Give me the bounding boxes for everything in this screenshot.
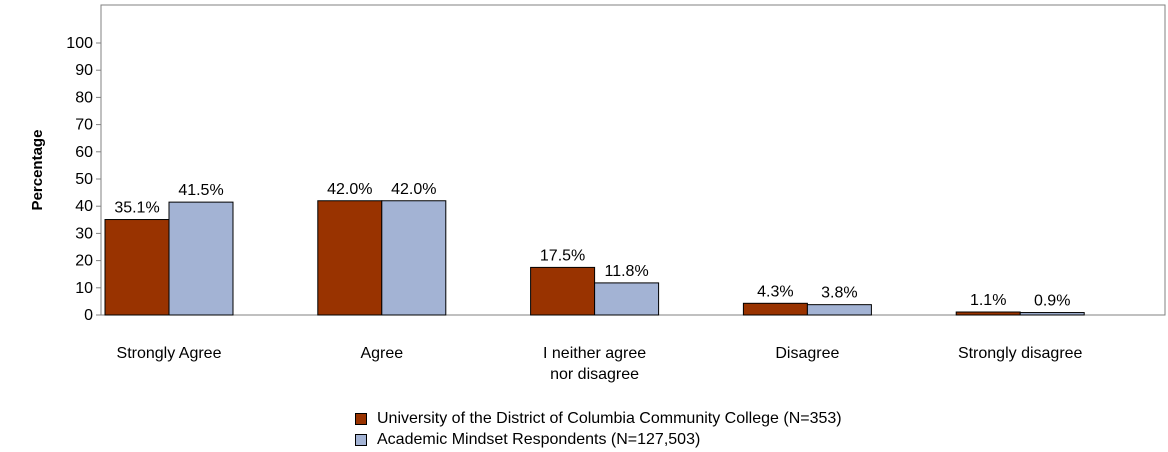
y-axis-label: Percentage — [29, 130, 46, 211]
legend: University of the District of Columbia C… — [355, 408, 842, 450]
y-tick-label: 70 — [75, 117, 93, 134]
data-label: 3.8% — [821, 285, 857, 302]
y-tick-label: 60 — [75, 144, 93, 161]
bar-series-1 — [317, 200, 383, 316]
data-label: 0.9% — [1034, 293, 1070, 310]
data-label: 1.1% — [970, 292, 1006, 309]
category-label: Agree — [360, 345, 403, 362]
y-tick-label: 50 — [75, 171, 93, 188]
legend-swatch-series-2 — [355, 433, 367, 446]
y-tick-label: 100 — [66, 35, 93, 52]
legend-label-series-1: University of the District of Columbia C… — [377, 409, 842, 427]
legend-swatch-series-1 — [355, 412, 367, 425]
category-label: I neither agree — [543, 345, 646, 362]
y-tick-label: 10 — [75, 280, 93, 297]
bar-series-1 — [955, 311, 1021, 316]
bar-series-2 — [1019, 312, 1085, 316]
category-label: nor disagree — [550, 366, 639, 383]
category-label: Disagree — [775, 345, 839, 362]
legend-item-series-1: University of the District of Columbia C… — [355, 408, 842, 429]
data-label: 42.0% — [327, 181, 372, 198]
legend-item-series-2: Academic Mindset Respondents (N=127,503) — [355, 429, 842, 450]
bar-series-1 — [530, 266, 596, 316]
y-tick-label: 30 — [75, 225, 93, 242]
data-label: 42.0% — [391, 181, 436, 198]
bar-series-2 — [168, 201, 234, 316]
bar-chart: Percentage 0 10 20 30 40 50 60 70 80 90 100 35.1% 4… — [29, 4, 1166, 383]
bar-series-2 — [594, 282, 660, 316]
category-label: Strongly Agree — [117, 345, 222, 362]
bar-series-1 — [104, 219, 170, 316]
y-tick-label: 20 — [75, 253, 93, 270]
bar-series-2 — [806, 304, 872, 316]
y-tick-label: 80 — [75, 89, 93, 106]
y-tick-label: 90 — [75, 62, 93, 79]
y-tick-label: 0 — [84, 307, 93, 324]
data-label: 41.5% — [178, 182, 223, 199]
data-label: 17.5% — [540, 247, 585, 264]
bars: 35.1% 41.5% 42.0% 42.0% 17.5% 11.8% 4.3% 3.8% 1.… — [104, 181, 1085, 316]
bar-series-1 — [742, 302, 808, 316]
category-label: Strongly disagree — [958, 345, 1083, 362]
data-label: 4.3% — [757, 283, 793, 300]
y-axis: 0 10 20 30 40 50 60 70 80 90 100 — [66, 35, 101, 324]
data-label: 35.1% — [114, 200, 159, 217]
bar-series-2 — [381, 200, 447, 316]
x-axis-categories: Strongly Agree Agree I neither agree nor di… — [117, 345, 1083, 383]
data-label: 11.8% — [605, 263, 649, 280]
y-tick-label: 40 — [75, 198, 93, 215]
legend-label-series-2: Academic Mindset Respondents (N=127,503) — [377, 430, 701, 448]
plot-area-frame — [100, 4, 1166, 316]
